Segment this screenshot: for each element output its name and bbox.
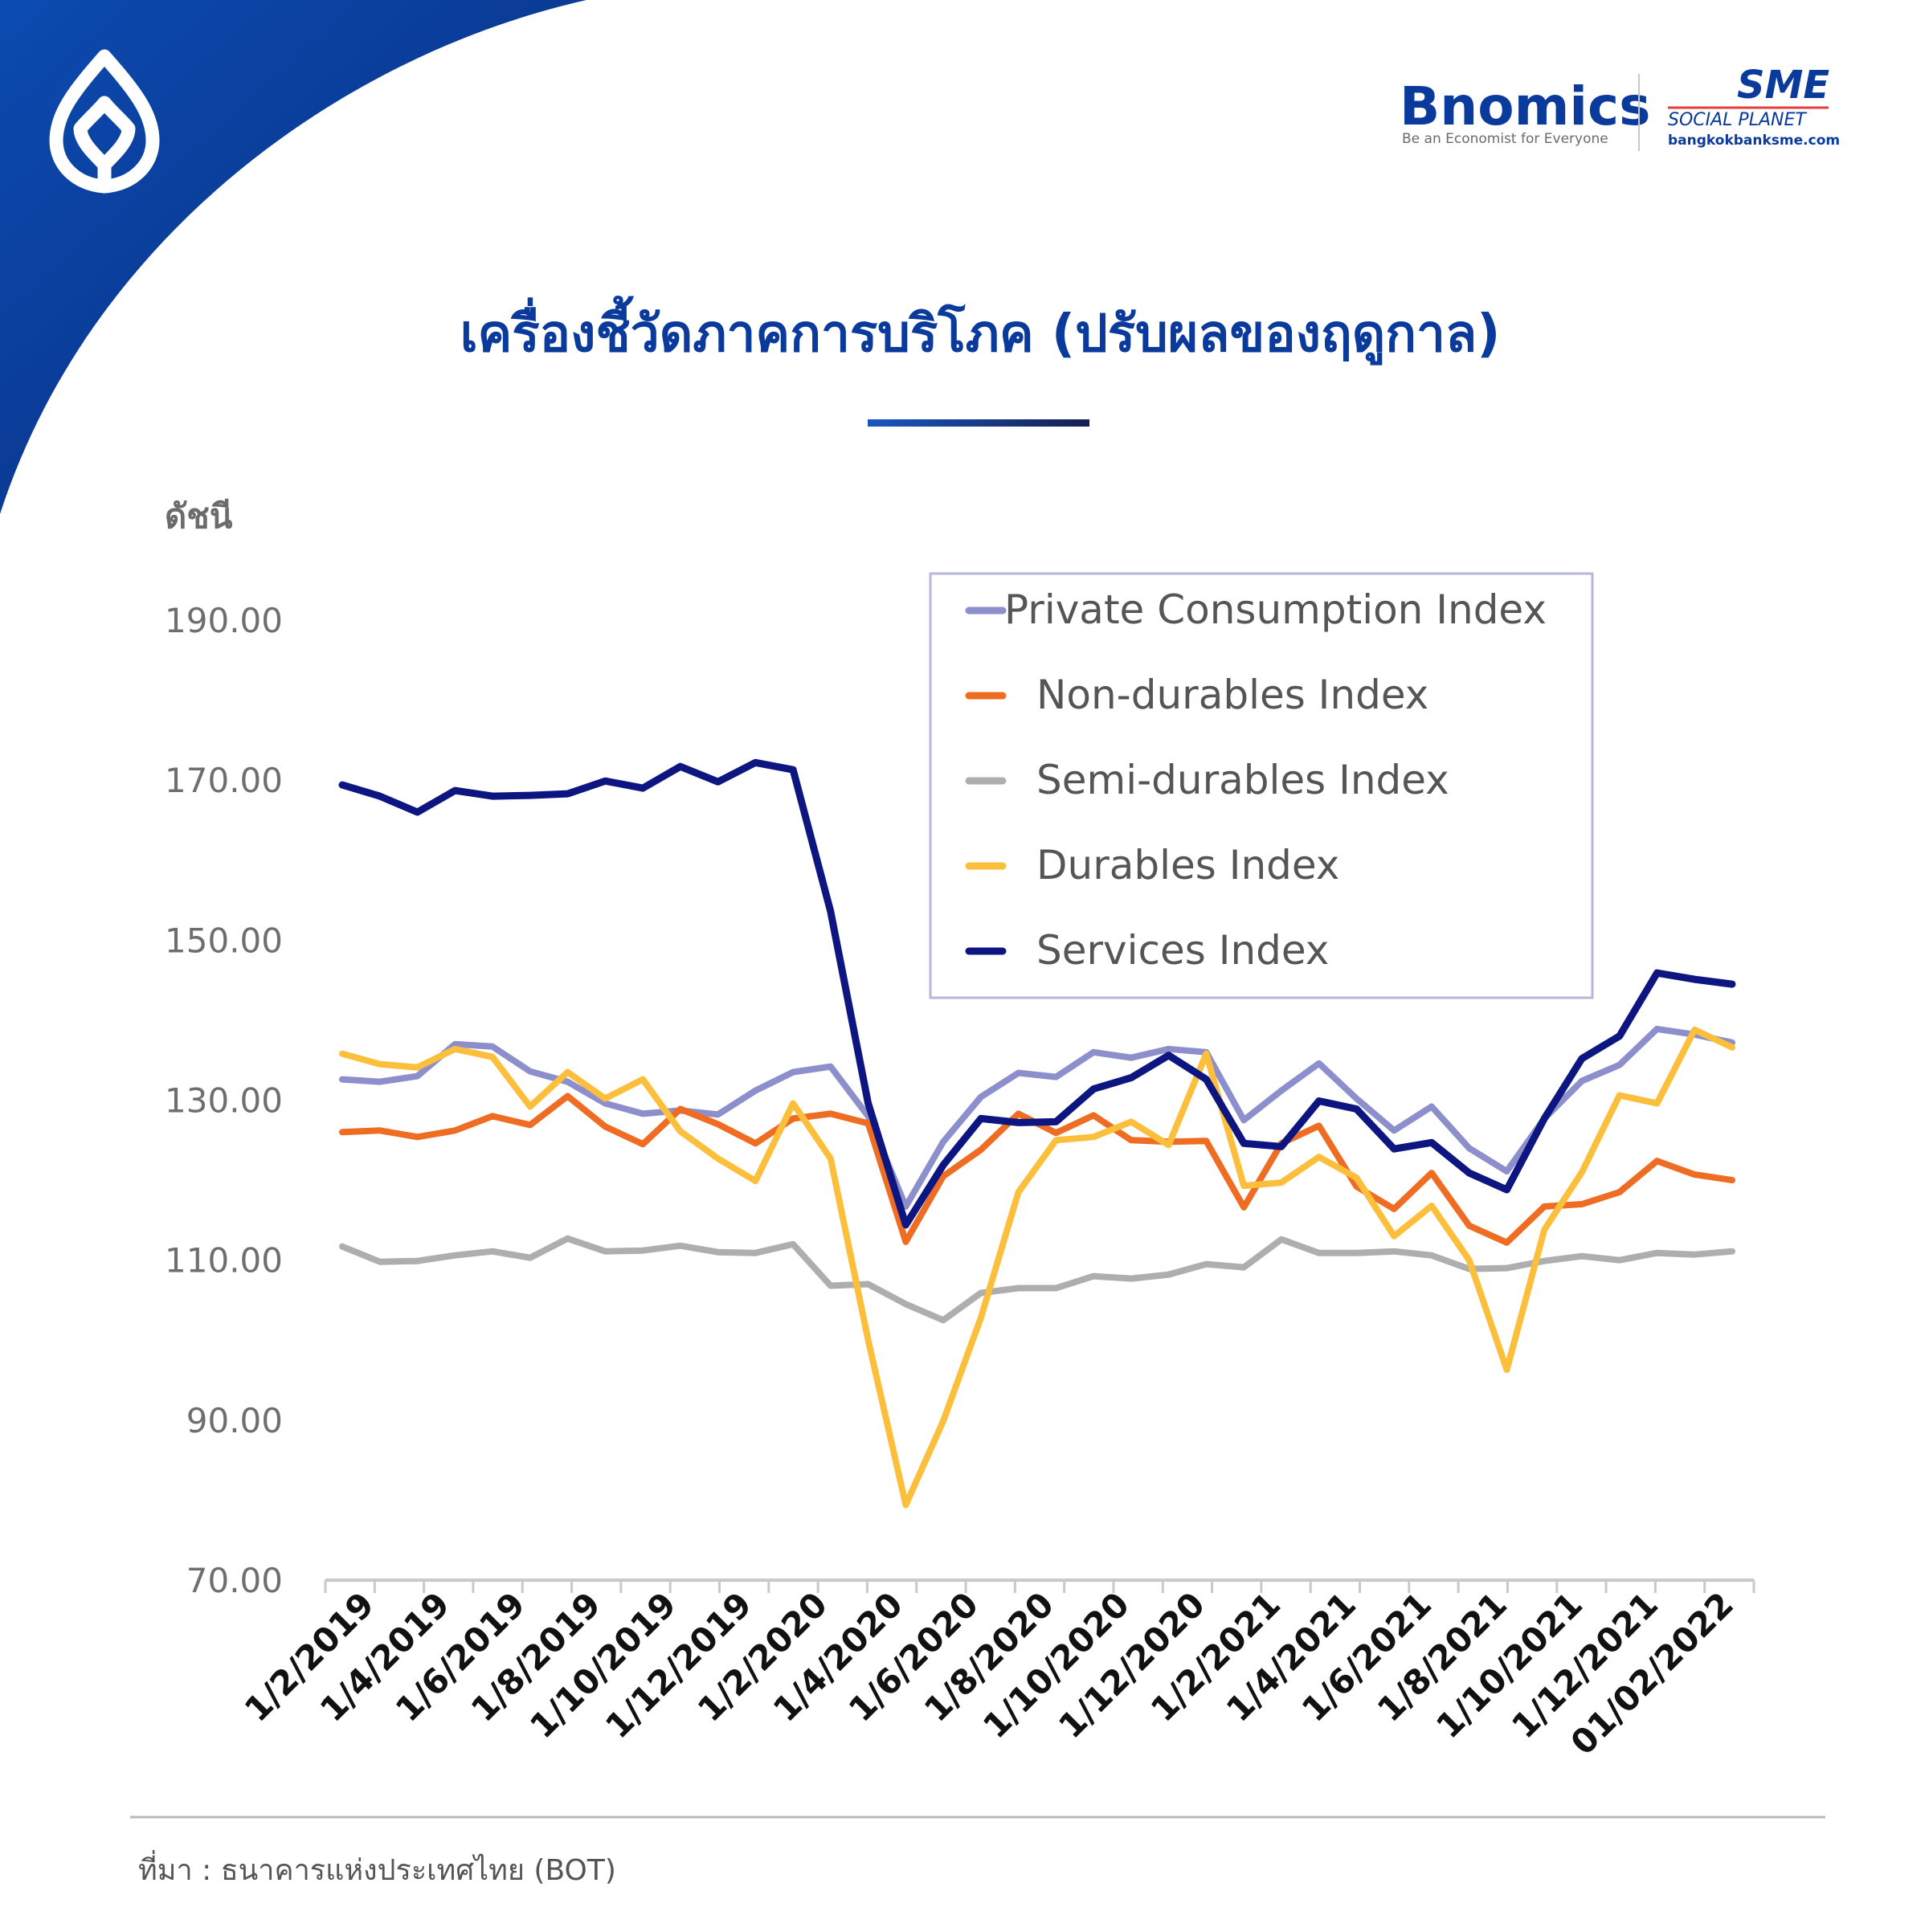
sme-url: bangkokbanksme.com xyxy=(1668,133,1840,149)
y-axis-title: ดัชนี xyxy=(165,496,233,536)
legend-label: Private Consumption Index xyxy=(1004,586,1547,633)
chart-title: เครื่องชี้วัดภาคการบริโภค (ปรับผลของฤดูก… xyxy=(460,296,1501,366)
y-tick-label: 150.00 xyxy=(165,921,283,960)
bnomics-tagline: Be an Economist for Everyone xyxy=(1402,131,1608,147)
series-layer xyxy=(338,758,1736,1509)
series-line-semi-durables-index xyxy=(339,1235,1735,1324)
legend-label: Services Index xyxy=(1036,927,1329,974)
y-axis-ticks: 190.00 170.00 150.00 130.00 110.00 90.00 70.00 xyxy=(165,601,283,1600)
series-line-durables-index xyxy=(339,1026,1735,1509)
source-note: ที่มา : ธนาคารแห่งประเทศไทย (BOT) xyxy=(138,1850,616,1887)
sme-logo: SME xyxy=(1737,63,1829,108)
y-tick-label: 90.00 xyxy=(186,1401,283,1440)
legend-label: Non-durables Index xyxy=(1036,672,1428,718)
legend-box xyxy=(929,572,1594,999)
sme-subtitle: SOCIAL PLANET xyxy=(1668,110,1807,130)
series-line-private-consumption-index xyxy=(339,1025,1735,1210)
y-tick-label: 130.00 xyxy=(165,1081,283,1121)
legend-label: Semi-durables Index xyxy=(1036,757,1449,803)
bnomics-logo: Bnomics xyxy=(1400,76,1650,137)
y-tick-label: 190.00 xyxy=(165,601,283,640)
series-line-services-index xyxy=(338,758,1736,1229)
x-axis: 1/2/20191/4/20191/6/20191/8/20191/10/201… xyxy=(237,1579,1755,1762)
title-underline xyxy=(868,419,1089,427)
legend: Private Consumption Index Non-durables In… xyxy=(929,572,1594,999)
y-tick-label: 70.00 xyxy=(186,1561,283,1600)
legend-label: Durables Index xyxy=(1036,842,1339,888)
y-tick-label: 170.00 xyxy=(165,761,283,800)
y-tick-label: 110.00 xyxy=(165,1241,283,1281)
bank-leaf-logo xyxy=(49,49,160,194)
